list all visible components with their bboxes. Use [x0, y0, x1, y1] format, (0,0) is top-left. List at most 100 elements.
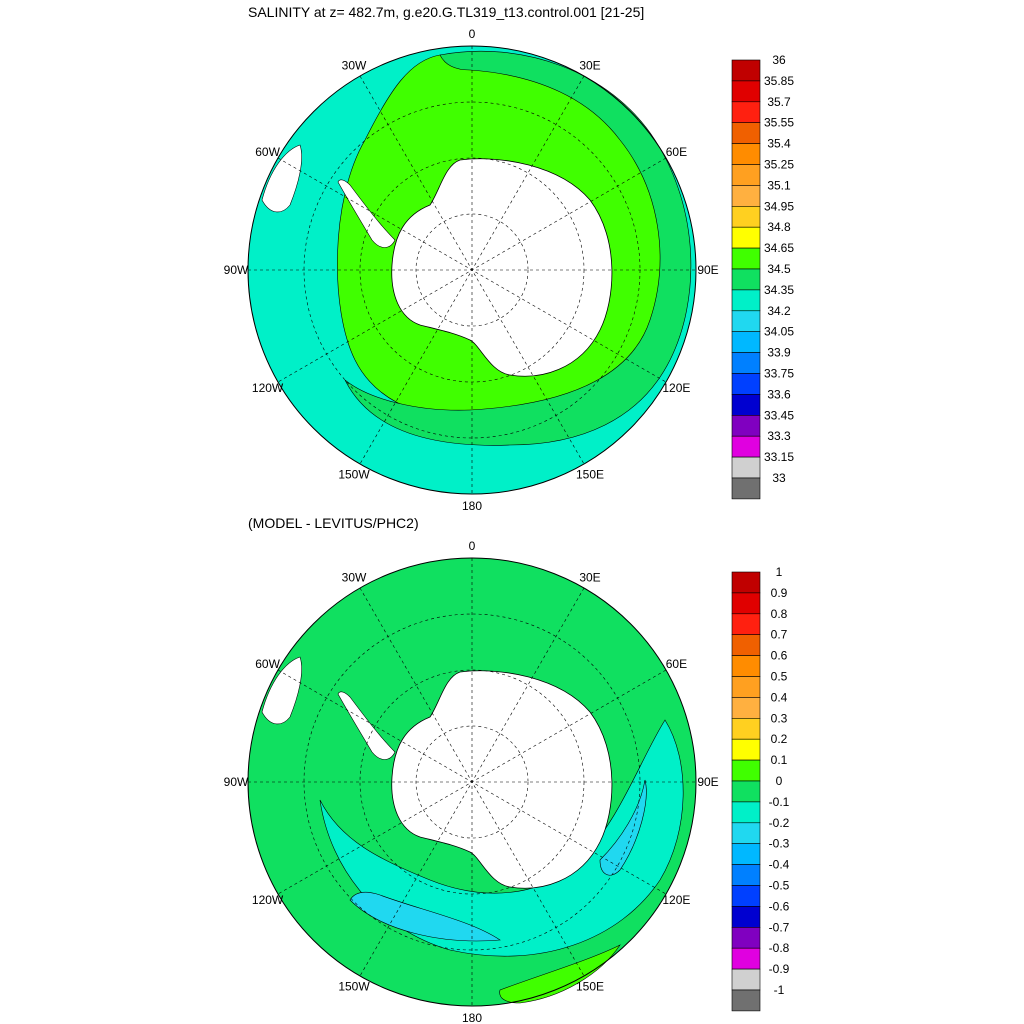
- longitude-label: 60E: [666, 657, 687, 671]
- longitude-label: 90W: [224, 775, 249, 789]
- longitude-label: 120E: [662, 893, 690, 907]
- longitude-labels-panel2: 0 30E 60E 90E 120E 150E 180 150W 120W 90W 60W 30W: [224, 539, 719, 1024]
- colorbar-level-label: 34.5: [767, 262, 791, 276]
- colorbar-swatch: [731, 926, 761, 949]
- longitude-label: 60W: [255, 145, 280, 159]
- colorbar-swatch: [731, 310, 761, 332]
- colorbar-swatch: [731, 101, 761, 124]
- colorbar-swatch: [731, 59, 761, 82]
- colorbar-level-label: 1: [776, 565, 783, 579]
- colorbar-swatch: [731, 947, 761, 970]
- antarctica-land: [391, 670, 613, 889]
- colorbar-level-label: 33: [772, 471, 786, 485]
- colorbar-level-label: 0.9: [771, 586, 788, 600]
- colorbar-level-label: -0.9: [769, 962, 790, 976]
- colorbar-swatch: [731, 717, 761, 740]
- colorbar-swatch: [731, 864, 761, 886]
- difference-region-more-negative: [349, 891, 501, 942]
- colorbar-level-label: 33.15: [764, 450, 794, 464]
- south-america-land: [261, 656, 302, 725]
- colorbar-level-label: -1: [774, 983, 785, 997]
- longitude-label: 150W: [338, 979, 370, 993]
- longitude-label: 60W: [255, 657, 280, 671]
- colorbar-swatch: [731, 247, 761, 270]
- longitude-label: 90E: [697, 775, 718, 789]
- colorbar-salinity: 36 35.85 35.7 35.55 35.4 35.25 35.1 34.95 34.8 34…: [731, 53, 794, 500]
- colorbar-level-label: 33.9: [767, 346, 791, 360]
- colorbar-level-label: -0.5: [769, 879, 790, 893]
- colorbar-level-label: 35.7: [767, 95, 791, 109]
- salinity-band-34-5: [344, 50, 692, 446]
- colorbar-level-label: 34.8: [767, 220, 791, 234]
- colorbar-difference: 1 0.9 0.8 0.7 0.6 0.5 0.4 0.3 0.2 0.1 0 -0.1 -0.2 -0.…: [731, 565, 790, 1012]
- colorbar-swatch: [731, 352, 761, 374]
- colorbar-swatch: [731, 122, 761, 144]
- longitude-label: 150E: [576, 467, 604, 481]
- colorbar-level-label: 35.25: [764, 158, 794, 172]
- colorbar-level-label: 0.6: [771, 649, 788, 663]
- longitude-label: 120E: [662, 381, 690, 395]
- colorbar-swatch: [731, 989, 761, 1012]
- colorbar-swatch: [731, 697, 761, 719]
- longitude-label: 90E: [697, 263, 718, 277]
- longitude-label: 90W: [224, 263, 249, 277]
- colorbar-swatch: [731, 331, 761, 353]
- colorbar-swatch: [731, 206, 761, 228]
- colorbar-swatch: [731, 906, 761, 928]
- colorbar-level-label: 34.2: [767, 304, 791, 318]
- south-america-land: [261, 144, 302, 213]
- colorbar-swatch: [731, 226, 761, 249]
- colorbar-level-label: 35.55: [764, 116, 794, 130]
- colorbar-swatch: [731, 885, 761, 907]
- colorbar-level-label: 0.3: [771, 711, 788, 725]
- colorbar-level-label: -0.4: [769, 858, 790, 872]
- colorbar-level-label: 0.7: [771, 628, 788, 642]
- longitude-label: 0: [469, 27, 476, 41]
- difference-region-negative: [319, 719, 684, 957]
- longitude-label: 180: [462, 499, 482, 513]
- map-border: [247, 557, 697, 1007]
- colorbar-level-label: 33.3: [767, 429, 791, 443]
- longitude-label: 30W: [342, 59, 367, 73]
- colorbar-level-label: 0.4: [771, 690, 788, 704]
- longitude-label: 150W: [338, 467, 370, 481]
- colorbar-swatch: [731, 185, 761, 207]
- graticule: [248, 46, 696, 494]
- map-border: [247, 45, 697, 495]
- colorbar-level-label: -0.2: [769, 816, 790, 830]
- colorbar-swatch: [731, 676, 761, 698]
- colorbar-level-label: 34.95: [764, 199, 794, 213]
- colorbar-level-label: -0.6: [769, 899, 790, 913]
- longitude-label: 0: [469, 539, 476, 553]
- longitude-label: 180: [462, 1011, 482, 1024]
- panel-title-salinity: SALINITY at z= 482.7m, g.e20.G.TL319_t13…: [248, 4, 645, 20]
- colorbar-level-label: 34.65: [764, 241, 794, 255]
- colorbar-swatch: [731, 738, 761, 761]
- colorbar-swatch: [731, 414, 761, 437]
- colorbar-swatch: [731, 143, 761, 165]
- panel-title-difference: (MODEL - LEVITUS/PHC2): [248, 515, 419, 531]
- colorbar-swatch: [731, 592, 761, 615]
- colorbar-swatch: [731, 801, 761, 824]
- colorbar-level-label: -0.1: [769, 795, 790, 809]
- colorbar-swatch: [731, 634, 761, 656]
- colorbar-swatch: [731, 80, 761, 103]
- difference-region-patch: [599, 779, 647, 876]
- colorbar-swatch: [731, 394, 761, 416]
- graticule: [248, 558, 696, 1006]
- longitude-label: 30E: [579, 571, 600, 585]
- longitude-label: 150E: [576, 979, 604, 993]
- colorbar-level-label: 33.6: [767, 387, 791, 401]
- antarctica-land: [391, 158, 613, 377]
- colorbar-level-label: 34.35: [764, 283, 794, 297]
- colorbar-swatch: [731, 822, 761, 844]
- colorbar-swatch: [731, 435, 761, 458]
- longitude-label: 120W: [252, 381, 284, 395]
- colorbar-level-label: 35.1: [767, 178, 791, 192]
- antarctic-peninsula: [337, 691, 396, 760]
- colorbar-swatch: [731, 780, 761, 803]
- colorbar-level-label: 0: [776, 774, 783, 788]
- colorbar-level-label: 0.5: [771, 670, 788, 684]
- colorbar-level-label: 35.85: [764, 74, 794, 88]
